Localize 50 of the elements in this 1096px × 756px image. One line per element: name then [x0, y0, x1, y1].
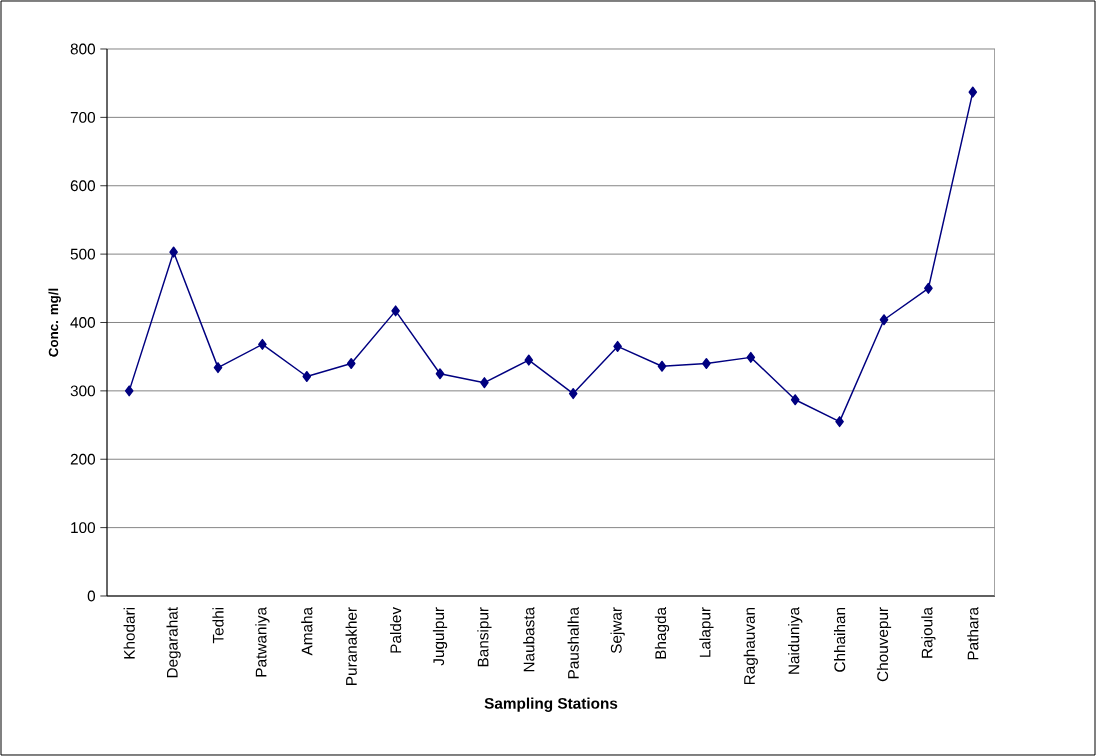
- x-tick-label: Chhaihan: [833, 607, 846, 672]
- point: [480, 377, 489, 389]
- point: [258, 338, 267, 350]
- x-tick-label: Puranakher: [345, 607, 357, 685]
- point: [613, 340, 622, 352]
- y-tick-label: 400: [70, 317, 96, 328]
- x-tick-label: Bhagda: [654, 606, 670, 659]
- point: [346, 357, 356, 370]
- y-axis-title: Conc. mg/l: [48, 288, 61, 357]
- x-tick-label: Naubasta: [523, 606, 535, 672]
- x-tick-label: Lalapur: [699, 607, 714, 657]
- x-tick-label: Raghauvan: [743, 607, 758, 685]
- x-tick-label: Pathara: [967, 606, 979, 660]
- point: [391, 305, 400, 317]
- x-tick-label: Khodari: [123, 607, 135, 659]
- point: [657, 360, 667, 372]
- y-tick-label: 500: [70, 248, 96, 260]
- x-tick-label: Paushalha: [567, 606, 579, 679]
- y-tick-label: 300: [70, 385, 96, 397]
- point: [790, 394, 800, 406]
- point: [968, 86, 978, 98]
- point: [302, 370, 312, 383]
- point: [568, 388, 578, 400]
- y-tick-label: 600: [70, 180, 96, 192]
- x-tick-label: Rajoula: [921, 606, 936, 658]
- point: [835, 416, 844, 428]
- x-tick-label: Chouvepur: [876, 607, 892, 682]
- x-tick-label: Sejwar: [610, 607, 625, 654]
- y-tick-label: 700: [70, 111, 96, 123]
- y-tick-label: 800: [70, 43, 96, 55]
- y-tick-label: 100: [71, 522, 96, 534]
- point: [524, 354, 534, 366]
- x-tick-label: Naiduniya: [788, 606, 803, 674]
- x-axis-title: Sampling Stations: [484, 697, 618, 712]
- point: [124, 385, 134, 397]
- y-tick-label: 200: [70, 453, 96, 465]
- point: [213, 362, 223, 374]
- x-tick-label: Amaha: [301, 606, 313, 656]
- y-tick-label: 0: [87, 590, 96, 602]
- point: [746, 351, 756, 363]
- point: [924, 282, 933, 294]
- point: [879, 314, 889, 326]
- x-tick-label: Paldev: [389, 606, 402, 653]
- x-tick-label: Bansipur: [477, 607, 492, 667]
- x-tick-label: Degarahat: [166, 607, 181, 678]
- x-tick-label: Jugulpur: [432, 607, 448, 666]
- point: [435, 368, 445, 380]
- point: [169, 246, 178, 258]
- x-tick-label: Tedhi: [212, 607, 224, 644]
- x-tick-label: Patwaniya: [255, 606, 270, 677]
